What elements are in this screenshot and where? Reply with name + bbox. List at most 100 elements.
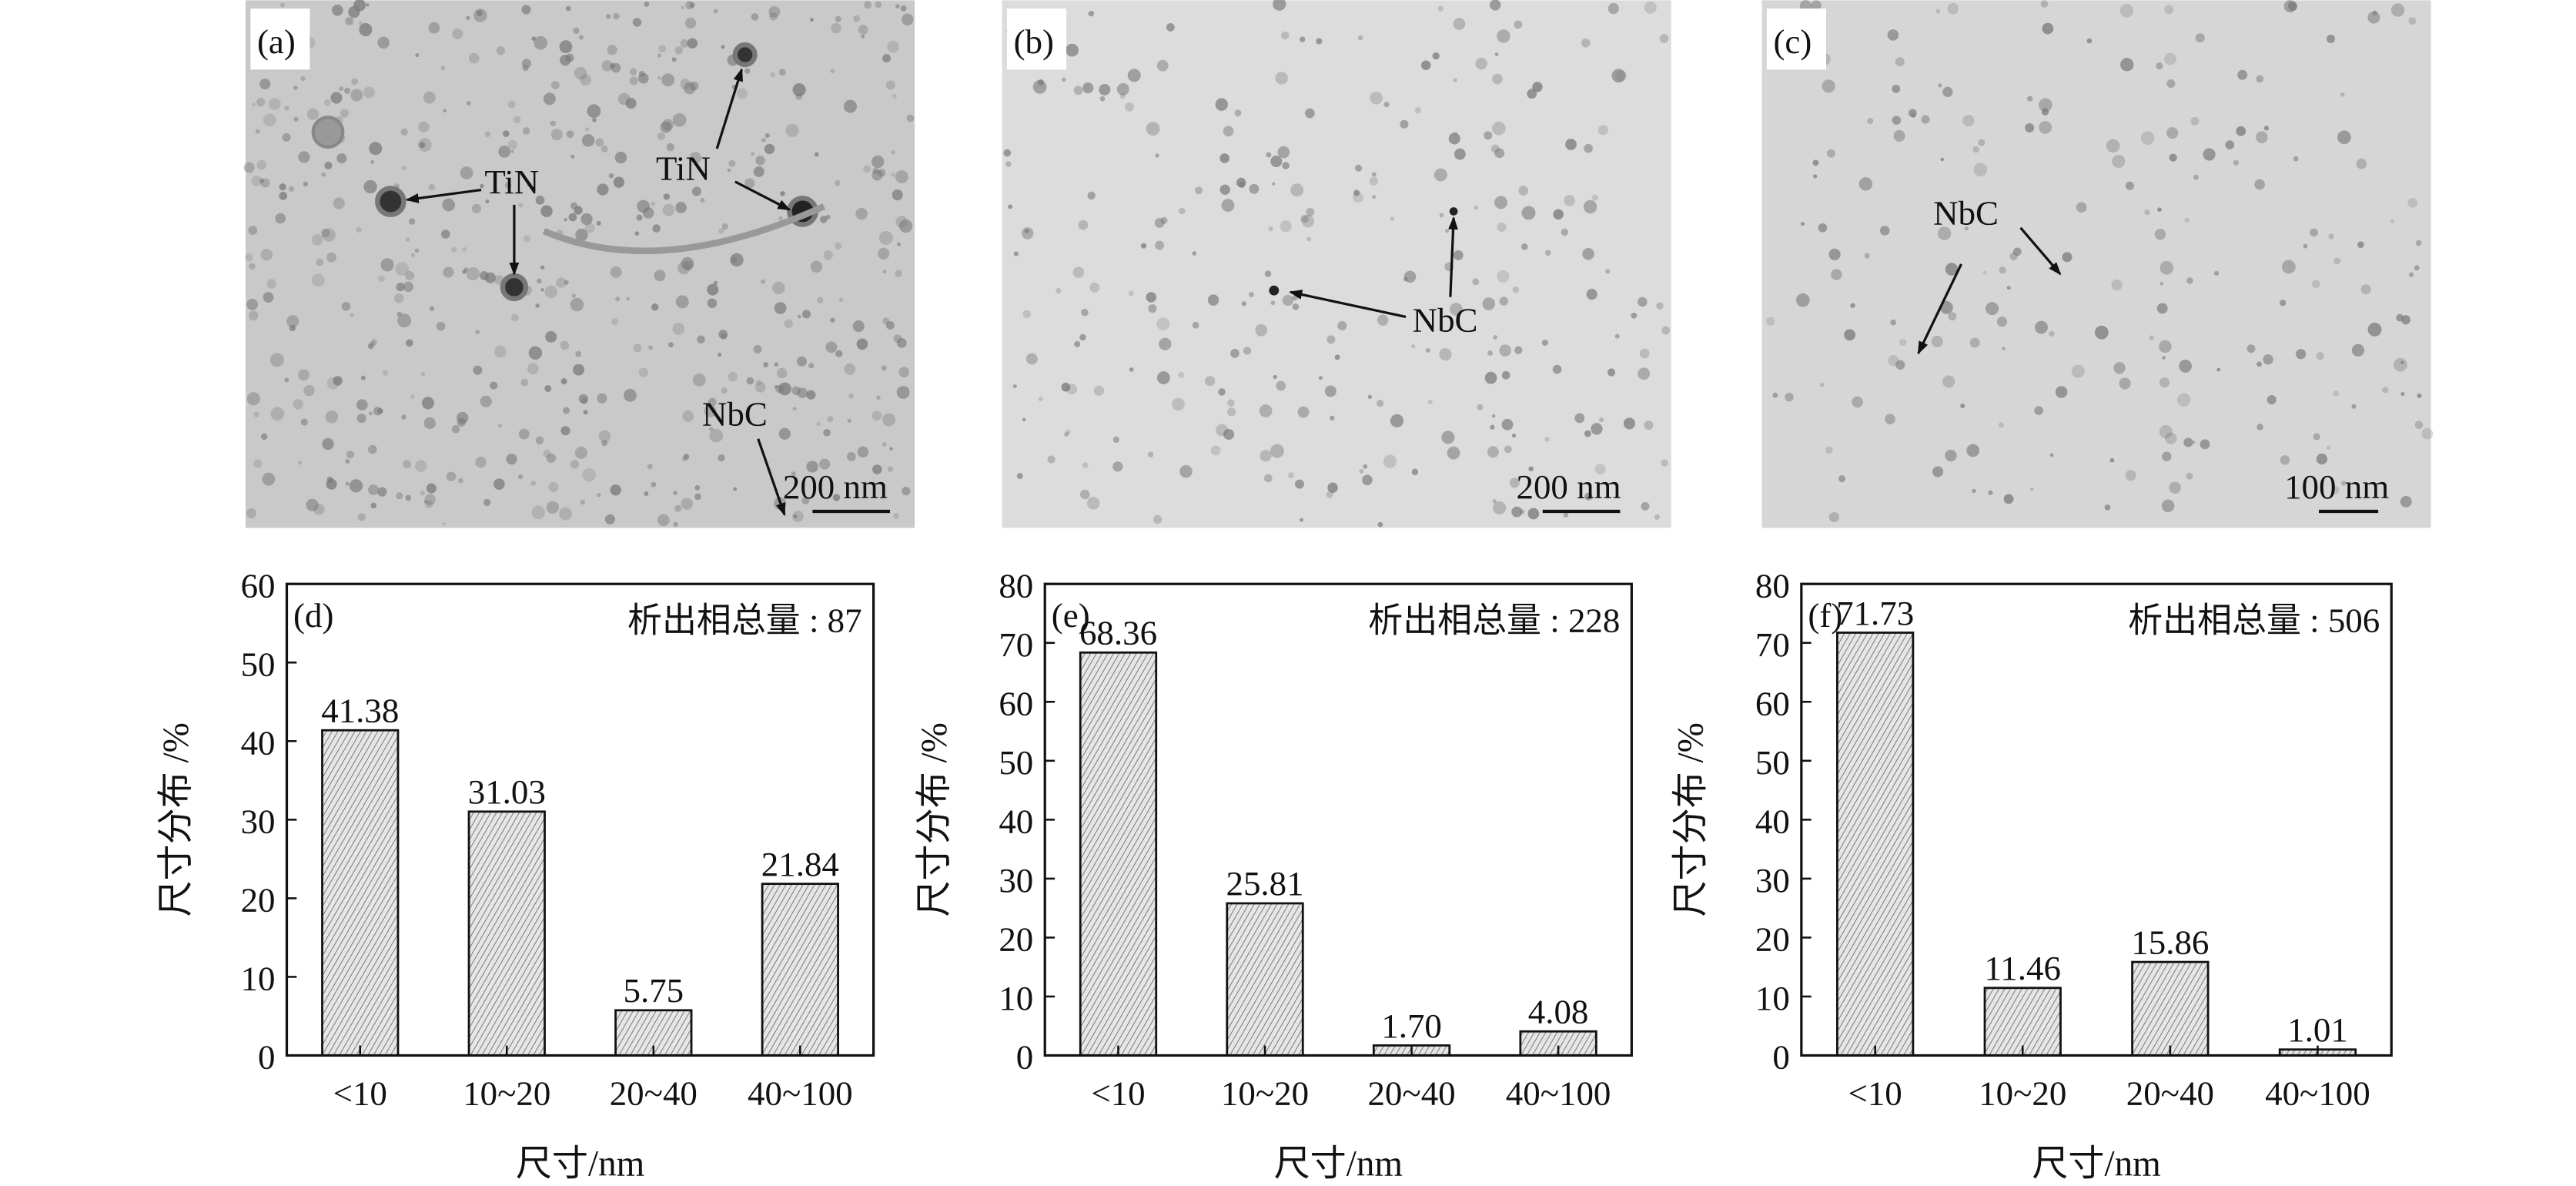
precipitate-dot [263, 292, 274, 303]
precipitate-dot [1420, 60, 1431, 70]
precipitate-dot [1492, 499, 1497, 504]
precipitate-dot [613, 12, 620, 20]
precipitate-dot [754, 381, 766, 393]
precipitate-dot [428, 22, 440, 34]
precipitate-dot [246, 298, 259, 310]
precipitate-dot [510, 313, 519, 322]
precipitate-dot [2162, 451, 2172, 461]
precipitate-dot [1079, 333, 1086, 341]
precipitate-dot [349, 479, 363, 493]
precipitate-dot [1972, 488, 1976, 494]
precipitate-dot [1146, 292, 1157, 303]
precipitate-dot [2414, 265, 2420, 271]
precipitate-dot [1383, 102, 1390, 108]
precipitate-dot [700, 197, 705, 203]
precipitate-dot [610, 484, 621, 496]
x-tick-label: 10~20 [1979, 1074, 2066, 1113]
precipitate-dot [1012, 384, 1017, 389]
tin-label: TiN [656, 149, 711, 188]
precipitate-dot [1969, 337, 1980, 348]
panel-label: (e) [1052, 596, 1090, 635]
precipitate-dot [2295, 349, 2307, 360]
precipitate-dot [1377, 400, 1384, 407]
precipitate-dot [601, 440, 607, 447]
precipitate-dot [1518, 186, 1529, 196]
nbc-label: NbC [702, 395, 768, 434]
precipitate-dot [1825, 446, 1833, 454]
precipitate-dot [1899, 338, 1907, 347]
precipitate-dot [1948, 312, 1957, 321]
precipitate-dot [1521, 243, 1528, 250]
precipitate-dot [1487, 446, 1499, 458]
precipitate-dot [506, 454, 517, 465]
precipitate-dot [708, 427, 714, 431]
arrow [2019, 226, 2062, 276]
precipitate-dot [778, 427, 791, 440]
precipitate-dot [1280, 220, 1292, 233]
precipitate-dot [1008, 204, 1013, 209]
precipitate-dot [423, 500, 427, 504]
precipitate-dot [1301, 214, 1315, 228]
precipitate-dot [1129, 367, 1134, 372]
precipitate-dot [243, 162, 255, 173]
precipitate-dot [584, 127, 589, 132]
precipitate-dot [853, 15, 861, 22]
precipitate-dot [322, 228, 336, 242]
precipitate-dot [279, 183, 286, 191]
micrograph-b: (b) NbC 200 nm [1002, 0, 1671, 528]
precipitate-dot [1425, 348, 1430, 353]
precipitate-dot [858, 25, 868, 35]
precipitate-dot [1932, 466, 1944, 477]
precipitate-dot [2421, 427, 2434, 440]
precipitate-dot [2400, 360, 2404, 364]
precipitate-dot [1936, 202, 1942, 207]
bar [467, 810, 546, 1057]
precipitate-dot [744, 178, 755, 189]
precipitate-dot [2003, 494, 2014, 504]
precipitate-dot [793, 514, 798, 519]
precipitate-dot [1938, 83, 1942, 88]
precipitate-dot [1078, 219, 1089, 230]
precipitate-dot [878, 247, 890, 260]
precipitate-dot [597, 183, 609, 196]
precipitate-dot [1153, 514, 1163, 524]
precipitate-dot [428, 183, 436, 191]
precipitate-dot [1223, 428, 1235, 441]
x-tick-label: 20~40 [610, 1074, 698, 1113]
precipitate-dot [396, 311, 402, 317]
precipitate-dot [522, 65, 529, 72]
precipitate-dot [2382, 387, 2389, 394]
precipitate-dot [282, 132, 291, 142]
precipitate-dot [1316, 38, 1323, 45]
precipitate-dot [598, 430, 611, 443]
precipitate-dot [2326, 445, 2331, 450]
precipitate-dot [1223, 126, 1234, 137]
precipitate-dot [306, 108, 319, 120]
precipitate-dot [1844, 329, 1856, 341]
precipitate-dot [1357, 35, 1363, 41]
precipitate-dot [333, 376, 343, 386]
precipitate-dot [2002, 347, 2006, 350]
precipitate-dot [405, 494, 411, 501]
x-axis-title: 尺寸/nm [2032, 1144, 2160, 1184]
precipitate-dot [251, 175, 263, 186]
precipitate-dot [535, 436, 544, 445]
precipitate-dot [830, 69, 835, 73]
precipitate-dot [1236, 177, 1246, 188]
precipitate-dot [774, 384, 778, 389]
precipitate-dot [615, 296, 621, 302]
precipitate-dot [2086, 38, 2093, 44]
precipitate-dot [2316, 351, 2324, 360]
precipitate-dot [457, 477, 463, 484]
precipitate-dot [466, 266, 480, 281]
precipitate-dot [537, 278, 542, 284]
precipitate-dot [1434, 168, 1447, 182]
precipitate-dot [1037, 79, 1045, 86]
particle [311, 116, 345, 149]
precipitate-dot [1584, 430, 1591, 437]
precipitate-dot [657, 53, 662, 58]
precipitate-dot [891, 149, 895, 155]
precipitate-dot [808, 363, 815, 369]
precipitate-dot [1892, 116, 1902, 125]
precipitate-dot [1377, 314, 1389, 326]
